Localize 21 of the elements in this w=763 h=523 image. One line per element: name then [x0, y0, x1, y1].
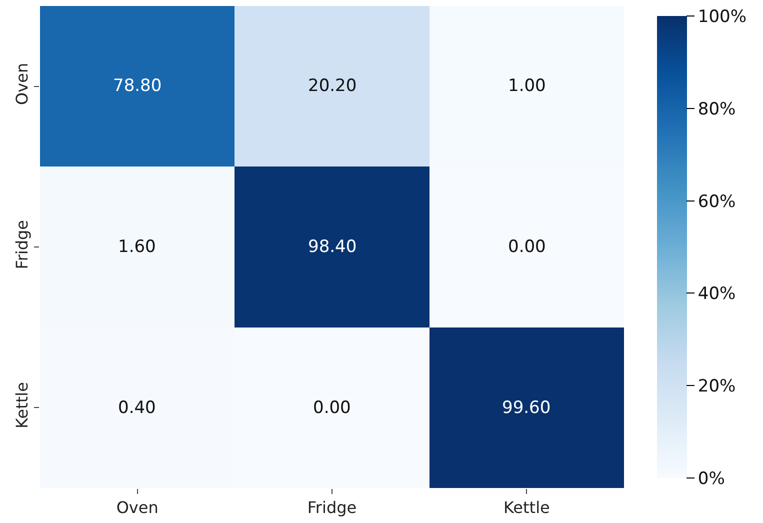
x-tick-label: Fridge — [307, 498, 357, 518]
y-tick-label: Fridge — [12, 220, 32, 270]
data-label: 98.40 — [308, 237, 357, 257]
data-label: 0.00 — [313, 398, 351, 418]
data-label: 20.20 — [308, 76, 357, 96]
color-bar-label: 60% — [698, 192, 736, 212]
data-label: 78.80 — [113, 76, 162, 96]
color-bar-label: 100% — [698, 6, 747, 27]
data-label: 1.60 — [118, 237, 156, 257]
color-bar-label: 20% — [698, 376, 736, 397]
data-label: 1.00 — [508, 76, 546, 96]
color-bar-label: 80% — [698, 99, 736, 120]
data-label: 0.00 — [508, 237, 546, 257]
y-tick-label: Kettle — [12, 382, 32, 428]
x-tick-label: Oven — [116, 498, 158, 518]
data-label: 0.40 — [118, 398, 156, 418]
color-bar-label: 40% — [698, 284, 736, 304]
color-bar-label: 0% — [698, 468, 725, 489]
x-tick-label: Kettle — [503, 498, 550, 518]
y-tick-label: Oven — [12, 62, 32, 105]
data-label: 99.60 — [502, 398, 551, 418]
